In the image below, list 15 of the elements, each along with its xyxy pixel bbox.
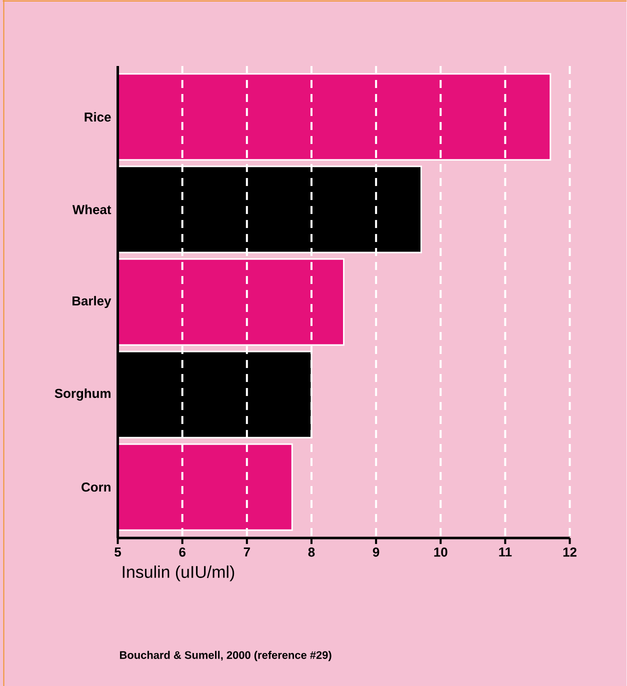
x-tick-label: 12 <box>563 548 577 557</box>
x-tick-label: 5 <box>114 548 122 557</box>
y-tick-label: Sorghum <box>54 388 111 401</box>
y-tick-label: Corn <box>82 482 111 492</box>
text: Bouchard & Sumell, 2000 (reference #29) <box>120 650 332 662</box>
y-tick-label: Barley <box>72 296 112 308</box>
x-axis-title: Insulin (uIU/ml) <box>122 566 234 582</box>
x-tick-label: 8 <box>308 548 315 557</box>
x-tick-label: 9 <box>373 548 380 557</box>
x-tick-label: 11 <box>499 548 512 556</box>
y-tick-label: Wheat <box>72 204 112 214</box>
y-tick-label: Rice <box>84 112 111 122</box>
x-tick-label: 6 <box>179 548 186 557</box>
x-tick-label: 10 <box>434 548 448 557</box>
x-tick-label: 7 <box>244 548 250 556</box>
